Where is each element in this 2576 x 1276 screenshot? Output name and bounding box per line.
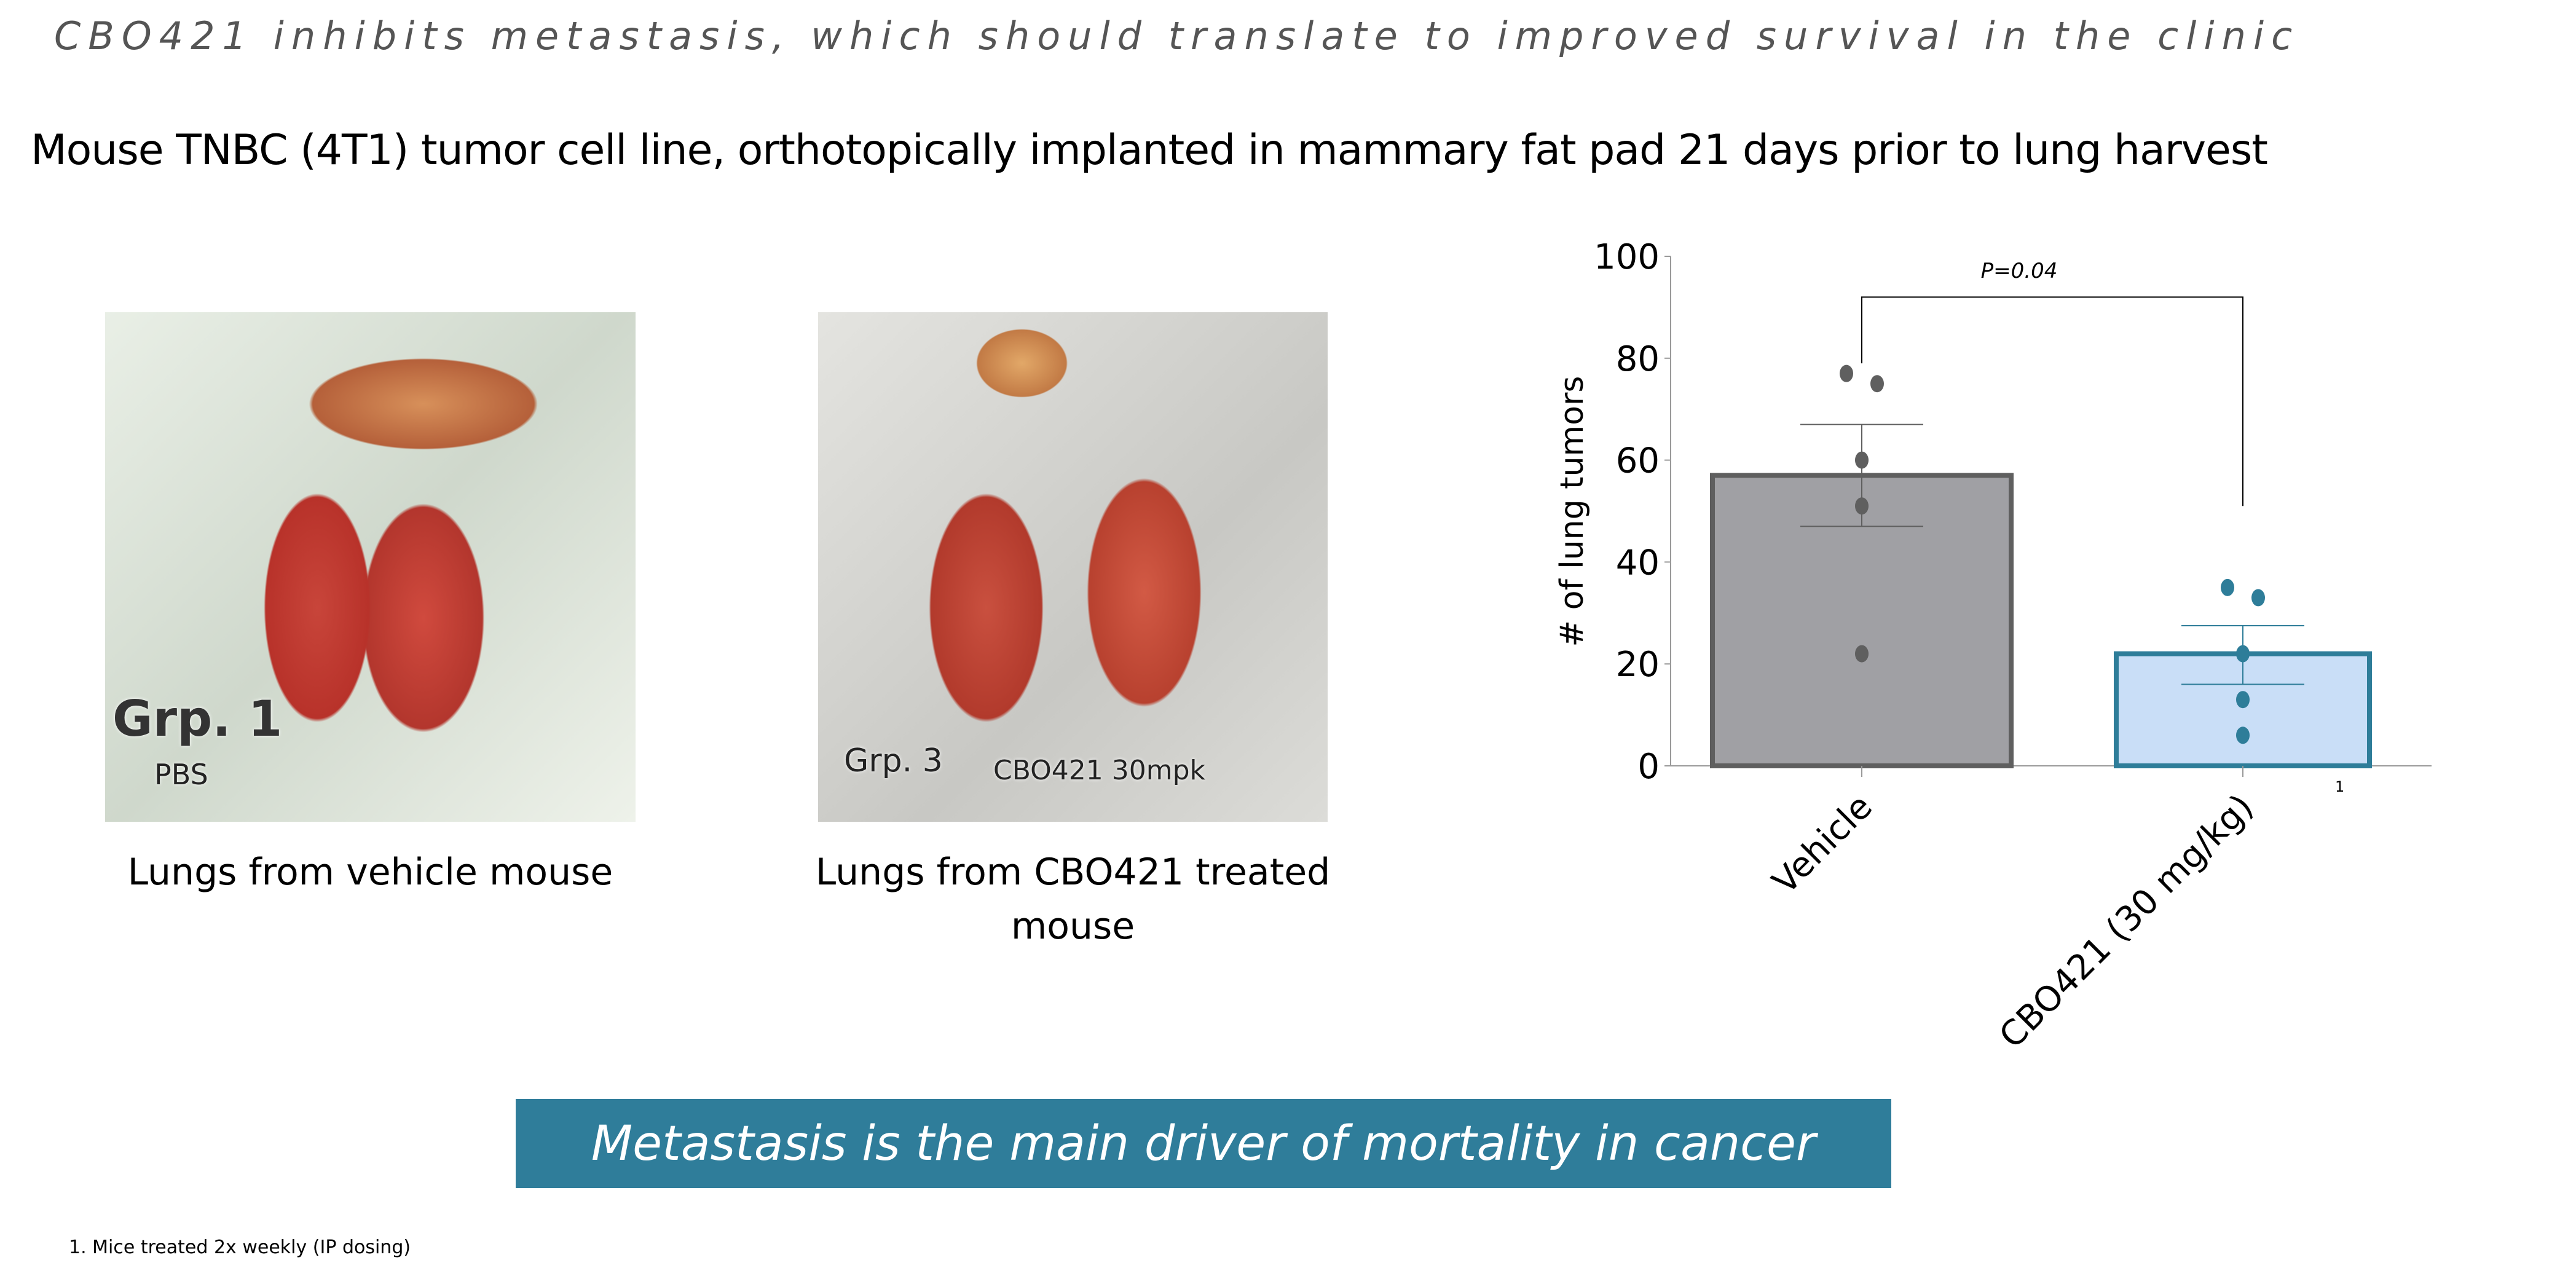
- photo-label-treatment: CBO421 30mpk: [993, 755, 1205, 786]
- x-tick-label: Vehicle: [1765, 787, 1880, 902]
- y-tick-label: 20: [1616, 645, 1660, 685]
- y-axis-label: # of lung tumors: [1554, 376, 1591, 647]
- significance-bracket: [1861, 296, 2243, 506]
- data-point: [1840, 364, 1853, 382]
- vehicle-lung-photo: Grp. 1 PBS: [105, 312, 636, 822]
- vehicle-photo-caption: Lungs from vehicle mouse: [127, 851, 613, 894]
- banner-text: Metastasis is the main driver of mortali…: [591, 1116, 1816, 1172]
- slide-subtitle: Mouse TNBC (4T1) tumor cell line, orthot…: [31, 126, 2268, 175]
- data-point: [1855, 451, 1869, 469]
- p-value-annotation: P=0.04: [1981, 259, 2058, 283]
- data-point: [2236, 727, 2250, 744]
- photo-label-group: Grp. 3: [844, 742, 943, 779]
- key-message-banner: Metastasis is the main driver of mortali…: [516, 1099, 1891, 1188]
- y-tick-label: 80: [1616, 339, 1660, 379]
- data-point: [2236, 645, 2250, 663]
- data-point: [2221, 578, 2234, 596]
- y-tick-label: 60: [1616, 441, 1660, 481]
- cbo421-lung-photo: Grp. 3 CBO421 30mpk: [818, 312, 1328, 822]
- data-point: [2251, 589, 2265, 607]
- y-tick-label: 0: [1637, 747, 1660, 787]
- y-tick-label: 40: [1616, 543, 1660, 583]
- footnote: 1. Mice treated 2x weekly (IP dosing): [69, 1237, 411, 1258]
- y-tick-label: 100: [1594, 237, 1660, 277]
- cbo421-photo-caption: Lungs from CBO421 treated mouse: [757, 845, 1389, 953]
- caption-line: mouse: [1010, 905, 1135, 948]
- data-point: [1855, 645, 1869, 663]
- data-point: [1870, 375, 1884, 393]
- photo-label-group: Grp. 1: [112, 690, 283, 747]
- data-point: [2236, 691, 2250, 709]
- footnote-marker: 1: [2335, 778, 2344, 795]
- x-tick-label: CBO421 (30 mg/kg): [1991, 787, 2261, 1056]
- slide-title: CBO421 inhibits metastasis, which should…: [54, 14, 2300, 58]
- data-point: [1855, 497, 1869, 515]
- caption-line: Lungs from CBO421 treated: [815, 851, 1331, 894]
- photo-label-treatment: PBS: [154, 758, 208, 791]
